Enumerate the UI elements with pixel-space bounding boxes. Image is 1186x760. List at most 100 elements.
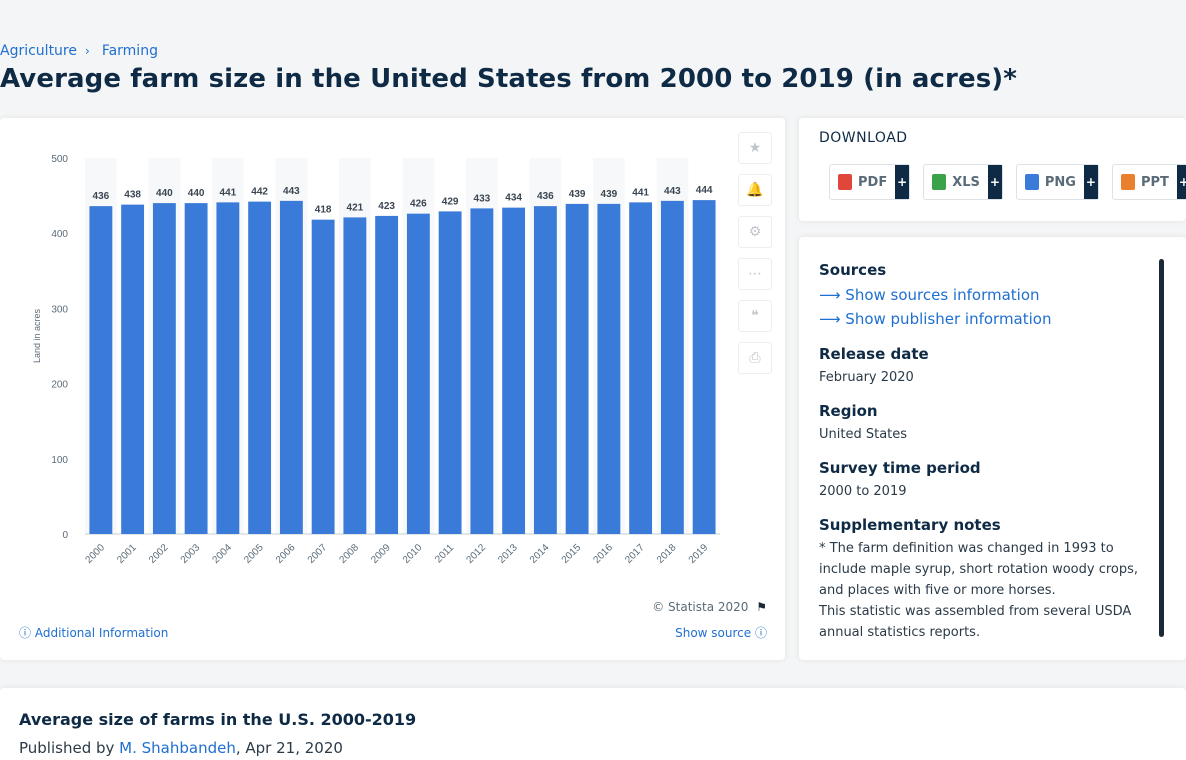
x-tick-label: 2015 [560,542,584,566]
copyright-note: © Statista 2020 ⚑ [652,600,767,614]
data-label: 418 [315,205,332,216]
plus-icon: + [1176,165,1186,199]
bar [470,208,494,534]
show-sources-link[interactable]: ⟶ Show sources information [819,283,1139,307]
data-label: 439 [601,189,618,200]
x-tick-label: 2005 [242,542,266,566]
download-ppt-button[interactable]: PPT + [1111,164,1186,200]
y-tick-label: 100 [51,455,68,466]
show-source-label: Show source [675,626,752,640]
data-label: 443 [283,186,300,197]
y-tick-label: 500 [51,154,68,165]
data-label: 439 [569,189,586,200]
data-label: 433 [474,193,491,204]
arrow-right-icon: ⟶ [819,310,841,328]
x-tick-label: 2010 [401,542,425,566]
bar [279,200,303,534]
bell-icon[interactable]: 🔔 [738,174,772,206]
x-tick-label: 2007 [306,542,330,566]
show-sources-label: Show sources information [845,286,1040,304]
plus-icon: + [1083,165,1098,199]
region-section: Region United States [819,402,1139,445]
print-icon[interactable]: ⎙ [738,342,772,374]
flag-icon[interactable]: ⚑ [756,600,767,614]
data-label: 441 [220,187,237,198]
x-tick-label: 2016 [591,542,615,566]
x-tick-label: 2009 [369,542,393,566]
bar [406,213,430,534]
pdf-file-icon [838,174,852,190]
quote-icon[interactable]: ❝ [738,300,772,332]
download-pdf-label: PDF [858,174,888,190]
x-tick-label: 2018 [655,542,679,566]
breadcrumb: Agriculture › Farming [0,43,158,59]
download-card: DOWNLOAD PDF + XLS + PNG + PPT + [799,118,1186,221]
publish-date: , Apr 21, 2020 [235,739,343,757]
period-value: 2000 to 2019 [819,484,907,499]
notes-text-2: This statistic was assembled from severa… [819,604,1132,640]
sources-heading: Sources [819,261,887,279]
x-tick-label: 2004 [210,542,234,566]
bar [375,215,399,534]
statistic-title: Average size of farms in the U.S. 2000-2… [19,710,417,729]
breadcrumb-item-farming[interactable]: Farming [101,43,158,59]
download-xls-button[interactable]: XLS + [923,164,1003,200]
bar [692,200,716,534]
breadcrumb-separator: › [85,44,90,58]
notes-section: Supplementary notes * The farm definitio… [819,516,1139,643]
arrow-right-icon: ⟶ [819,286,841,304]
data-label: 436 [93,191,110,202]
bar [343,217,367,534]
data-label: 440 [156,188,173,199]
download-png-button[interactable]: PNG + [1015,164,1099,200]
sources-section: Sources ⟶ Show sources information ⟶ Sho… [819,261,1139,331]
bar [152,203,176,534]
x-tick-label: 2017 [623,542,647,566]
info-body: Sources ⟶ Show sources information ⟶ Sho… [819,261,1139,657]
x-tick-label: 2003 [179,542,203,566]
share-icon[interactable]: ⋯ [738,258,772,290]
release-value: February 2020 [819,370,914,385]
data-label: 443 [664,186,681,197]
author-link[interactable]: M. Shahbandeh [119,739,236,757]
additional-information-link[interactable]: ⓘ Additional Information [19,624,168,641]
bar [533,206,557,534]
published-by: Published by M. Shahbandeh, Apr 21, 2020 [19,739,343,757]
breadcrumb-item-agriculture[interactable]: Agriculture [0,43,77,59]
y-tick-label: 300 [51,304,68,315]
copyright-text: © Statista 2020 [652,600,749,614]
gear-icon[interactable]: ⚙ [738,216,772,248]
bar [311,219,335,534]
show-publisher-label: Show publisher information [845,310,1052,328]
download-png-label: PNG [1044,174,1076,190]
data-label: 426 [410,199,427,210]
ppt-file-icon [1120,174,1135,190]
info-icon: ⓘ [19,626,32,640]
x-tick-label: 2014 [528,542,552,566]
bar [216,202,240,535]
show-source-link[interactable]: Show source ⓘ [675,624,767,641]
bar [660,200,684,534]
bar [597,203,621,534]
download-pdf-button[interactable]: PDF + [829,164,911,200]
show-publisher-link[interactable]: ⟶ Show publisher information [819,307,1139,331]
data-label: 441 [632,187,649,198]
plus-icon: + [895,165,910,199]
x-tick-label: 2013 [496,542,520,566]
data-label: 434 [505,193,522,204]
x-tick-label: 2019 [687,542,711,566]
scrollbar[interactable] [1159,259,1164,637]
data-label: 423 [378,201,395,212]
star-icon[interactable]: ★ [738,132,772,164]
bar [121,204,145,534]
bar [438,211,462,534]
chart-toolbar: ★ 🔔 ⚙ ⋯ ❝ ⎙ [738,132,772,384]
release-heading: Release date [819,345,929,363]
bar [502,207,526,534]
data-label: 421 [347,202,364,213]
bar [184,203,208,534]
x-tick-label: 2006 [274,542,298,566]
notes-heading: Supplementary notes [819,516,1001,534]
release-section: Release date February 2020 [819,345,1139,388]
x-tick-label: 2002 [147,542,171,566]
